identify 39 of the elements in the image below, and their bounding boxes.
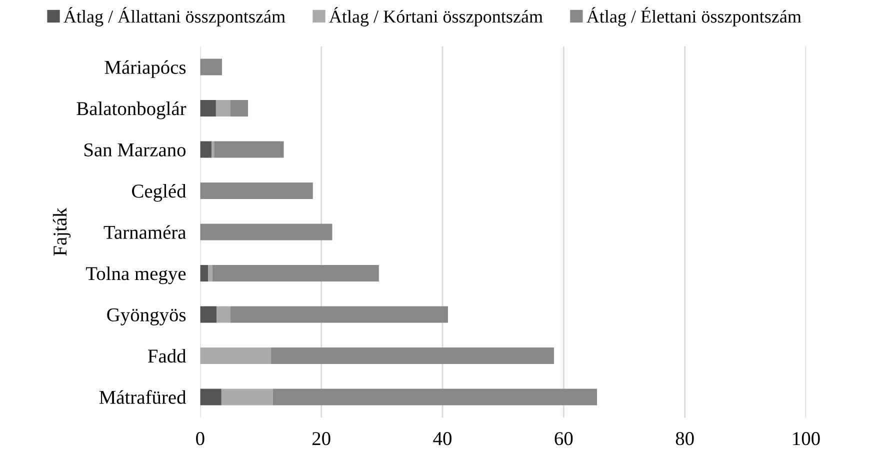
x-tick-label: 20 [312, 432, 330, 446]
bar [200, 58, 222, 76]
y-tick-label: Cegléd [132, 184, 186, 202]
bar [221, 388, 273, 406]
bar [200, 224, 332, 240]
bar [200, 182, 313, 200]
bar [200, 264, 208, 282]
bar [216, 306, 230, 323]
y-tick-label: Balatonboglár [76, 102, 186, 120]
x-tick-label: 40 [433, 432, 452, 446]
bar [271, 347, 554, 364]
bar [212, 264, 379, 282]
bar [212, 141, 214, 158]
x-tick-label: 0 [196, 432, 204, 446]
x-tick-label: 60 [554, 432, 573, 446]
bar [214, 141, 284, 158]
y-tick-label: Tolna megye [86, 266, 186, 284]
bar [200, 141, 212, 158]
bar [200, 388, 222, 406]
y-tick-label: Gyöngyös [107, 308, 186, 326]
bar [200, 306, 217, 323]
y-axis-title: Fajták [52, 208, 71, 256]
y-tick-label: Fadd [148, 348, 186, 363]
bar [230, 306, 448, 323]
legend-label: Átlag / Állattani összpontszám [64, 7, 286, 26]
bar [272, 388, 597, 406]
x-tick-label: 100 [793, 432, 820, 446]
legend-label: Átlag / Kórtani összpontszám [329, 7, 543, 26]
x-tick-label: 80 [676, 432, 694, 446]
bar [230, 100, 248, 117]
y-tick-label: Máriapócs [104, 60, 186, 78]
bar [208, 264, 212, 282]
legend-label: Átlag / Élettani összpontszám [586, 7, 802, 26]
y-tick-label: Tarnaméra [104, 225, 186, 239]
y-tick-label: San Marzano [84, 143, 186, 156]
y-tick-label: Mátrafüred [99, 390, 186, 404]
bar [216, 100, 230, 117]
bar [200, 100, 216, 117]
bar [200, 347, 272, 364]
